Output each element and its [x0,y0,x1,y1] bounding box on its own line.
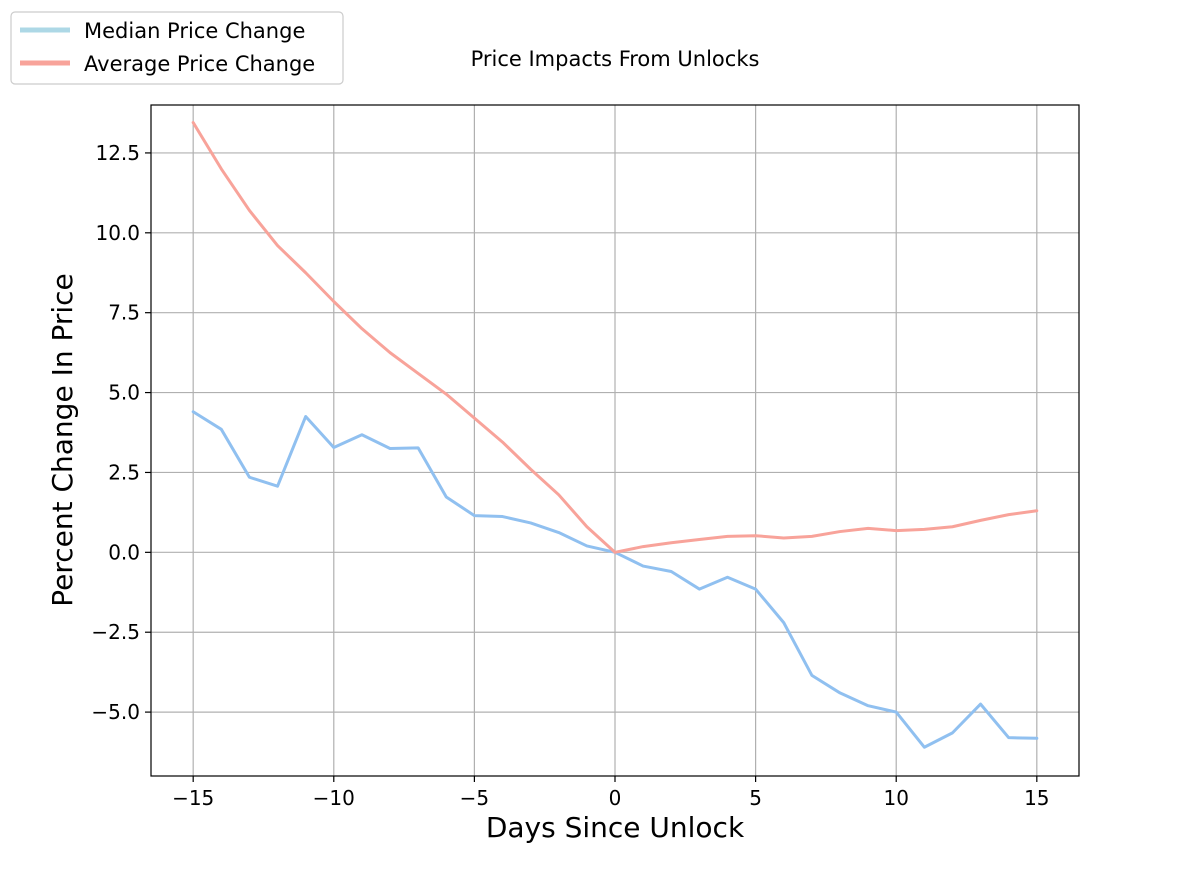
grid [151,105,1079,776]
chart-title: Price Impacts From Unlocks [471,47,760,71]
y-axis-label: Percent Change In Price [46,273,79,607]
series-lines [191,121,1039,749]
y-tick-label: 0.0 [108,540,140,564]
legend-box [10,11,344,85]
series-line-average-price-change [191,121,1039,554]
legend: Median Price Change Average Price Change [10,11,344,85]
y-tick-label: −2.5 [91,620,140,644]
x-tick-label: 15 [1024,786,1049,810]
legend-label-median: Median Price Change [84,19,305,43]
x-tick-label: 10 [883,786,908,810]
x-axis-label: Days Since Unlock [486,811,745,844]
x-tick-label: −10 [313,786,355,810]
x-tick-label: 0 [609,786,622,810]
y-tick-label: 2.5 [108,460,140,484]
y-tick-label: −5.0 [91,700,140,724]
x-tick-label: 5 [749,786,762,810]
axis-ticks: −15 −10 −5 0 5 10 15 −5.0 −2.5 0.0 2.5 5.0 7.5 10.0 12… [91,141,1049,810]
x-tick-label: −5 [460,786,489,810]
x-tick-label: −15 [172,786,214,810]
legend-label-average: Average Price Change [84,52,315,76]
y-tick-label: 12.5 [95,141,140,165]
y-tick-label: 5.0 [108,381,140,405]
y-tick-label: 7.5 [108,301,140,325]
y-tick-label: 10.0 [95,221,140,245]
